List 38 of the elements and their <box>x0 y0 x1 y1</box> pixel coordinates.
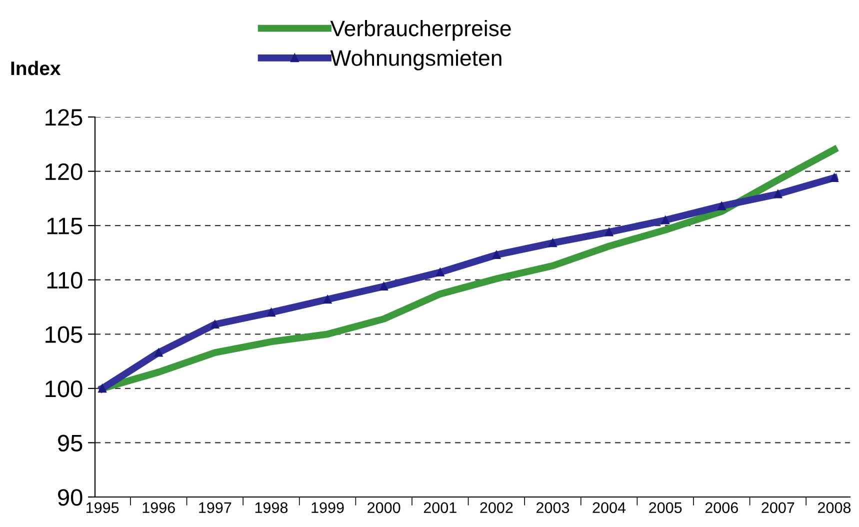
y-tick-label: 95 <box>58 434 82 452</box>
x-tick-label: 1995 <box>86 502 119 514</box>
x-tick-label: 2003 <box>536 502 570 514</box>
x-tick-label: 2005 <box>649 502 682 514</box>
x-tick-label: 1998 <box>255 502 288 514</box>
y-tick-label: 115 <box>47 218 82 234</box>
point <box>436 268 444 276</box>
legend-label: Verbraucherpreise <box>330 20 511 41</box>
y-tick-label: 90 <box>58 489 82 506</box>
x-tick-label: 2000 <box>368 502 400 514</box>
x-tick-label: 2002 <box>480 502 513 514</box>
y-tick-label: 110 <box>47 272 82 289</box>
y-tick-label: 100 <box>46 380 82 398</box>
x-tick-label: 2006 <box>705 502 738 514</box>
x-tick-label: 2008 <box>818 502 851 514</box>
point <box>267 308 276 317</box>
point <box>774 190 782 198</box>
point <box>830 174 838 182</box>
point <box>323 295 332 304</box>
point <box>661 216 670 224</box>
point <box>604 228 614 236</box>
x-tick-label: 1999 <box>312 502 344 514</box>
x-tick-label: 1996 <box>142 502 175 514</box>
x-tick-label: 2001 <box>424 502 456 514</box>
point <box>492 250 501 260</box>
point <box>548 238 557 248</box>
legend-label: Wohnungsmieten <box>330 50 502 70</box>
x-tick-label: 2004 <box>592 502 626 514</box>
point <box>210 320 220 329</box>
x-tick-label: 2007 <box>762 502 794 514</box>
x-tick-label: 1997 <box>199 502 232 514</box>
point <box>380 282 388 291</box>
point <box>717 202 726 210</box>
y-tick-label: 120 <box>46 163 82 180</box>
y-axis-title: Index <box>11 60 61 76</box>
y-tick-label: 105 <box>46 326 82 343</box>
point <box>154 348 163 357</box>
y-tick-label: 125 <box>46 109 82 126</box>
